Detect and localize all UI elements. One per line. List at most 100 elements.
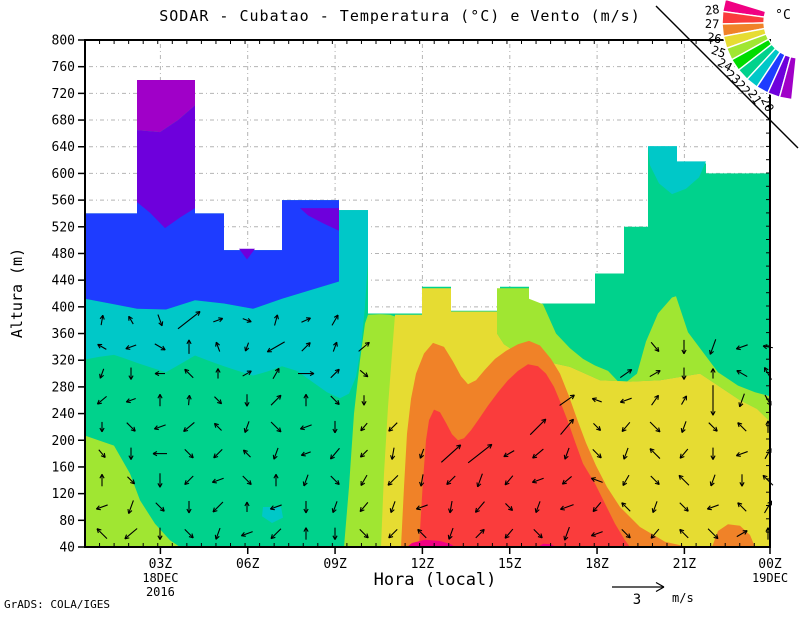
wind-arrow bbox=[213, 422, 222, 431]
y-tick-label: 440 bbox=[52, 274, 75, 289]
wind-arrow bbox=[709, 474, 716, 487]
wind-arrow bbox=[242, 370, 252, 377]
wind-arrow bbox=[95, 504, 108, 511]
wind-arrow bbox=[651, 501, 658, 514]
wind-arrow bbox=[621, 421, 631, 433]
field-region-cyan-spot-low bbox=[262, 507, 283, 523]
wind-arrow bbox=[361, 395, 367, 406]
wind-arrow bbox=[99, 314, 105, 326]
wind-arrow bbox=[529, 418, 547, 436]
wind-arrow bbox=[157, 314, 164, 327]
wind-arrow bbox=[99, 421, 105, 433]
wind-arrow bbox=[359, 529, 369, 539]
y-tick-label: 40 bbox=[59, 541, 75, 556]
wind-arrow bbox=[388, 422, 398, 432]
wind-arrow bbox=[707, 528, 719, 540]
reference-vector-value: 3 bbox=[633, 592, 641, 608]
wind-arrow bbox=[559, 394, 575, 406]
field-region-purple-column-top bbox=[137, 80, 195, 133]
wind-arrow bbox=[273, 474, 279, 487]
legend-tick-label: 20 bbox=[758, 95, 777, 114]
y-tick-label: 240 bbox=[52, 407, 75, 422]
y-tick-label: 720 bbox=[52, 87, 75, 102]
y-tick-label: 520 bbox=[52, 220, 75, 235]
wind-arrow bbox=[127, 476, 136, 485]
reference-vector-head bbox=[655, 586, 665, 593]
wind-arrow bbox=[735, 451, 748, 457]
wind-arrow bbox=[622, 447, 629, 460]
field-region-cyan-wedge-21z bbox=[648, 146, 706, 195]
y-tick-label: 560 bbox=[52, 194, 75, 209]
wind-arrow bbox=[505, 503, 514, 512]
wind-arrow bbox=[504, 528, 514, 539]
wind-arrow bbox=[417, 528, 427, 539]
plot-frame bbox=[84, 39, 771, 548]
wind-arrow bbox=[681, 395, 688, 405]
wind-arrow bbox=[359, 369, 369, 378]
wind-arrow bbox=[270, 394, 282, 406]
wind-arrow bbox=[710, 447, 716, 460]
wind-arrow bbox=[503, 450, 515, 458]
wind-arrow bbox=[447, 527, 454, 540]
wind-arrow bbox=[706, 504, 719, 511]
y-tick-label: 160 bbox=[52, 460, 75, 475]
wind-arrow bbox=[125, 398, 136, 404]
wind-arrow bbox=[299, 424, 312, 431]
wind-arrow bbox=[128, 367, 134, 380]
y-tick-label: 200 bbox=[52, 434, 75, 449]
wind-arrow bbox=[504, 475, 514, 486]
legend-tick-label: 25 bbox=[709, 43, 727, 61]
wind-arrow bbox=[213, 448, 223, 459]
x-tick-label: 21Z bbox=[673, 557, 697, 572]
y-tick-label: 680 bbox=[52, 114, 75, 129]
wind-arrow bbox=[96, 395, 107, 405]
wind-arrow bbox=[213, 317, 224, 323]
y-tick-label: 760 bbox=[52, 60, 75, 75]
wind-arrow bbox=[360, 474, 368, 486]
legend-tick-label: 24 bbox=[715, 55, 734, 74]
wind-arrow bbox=[331, 501, 338, 514]
wind-arrow bbox=[244, 394, 250, 407]
wind-arrow bbox=[330, 395, 340, 406]
wind-arrow bbox=[332, 341, 338, 352]
reference-vector-unit: m/s bbox=[672, 591, 694, 605]
wind-arrow bbox=[330, 475, 340, 486]
wind-arrow bbox=[332, 527, 338, 540]
wind-arrow bbox=[737, 422, 747, 432]
x-tick-sublabel: 19DEC bbox=[752, 571, 788, 585]
wind-arrow bbox=[212, 501, 224, 513]
wind-arrow bbox=[710, 368, 716, 379]
reference-vector bbox=[612, 581, 665, 593]
wind-arrow bbox=[303, 393, 309, 407]
wind-arrow bbox=[298, 370, 315, 377]
wind-arrow bbox=[560, 418, 574, 435]
wind-arrow bbox=[360, 422, 368, 432]
wind-arrow bbox=[531, 477, 544, 484]
wind-arrow bbox=[708, 422, 718, 432]
y-tick-label: 80 bbox=[59, 514, 75, 529]
wind-arrow bbox=[679, 502, 689, 512]
wind-arrow bbox=[359, 449, 368, 458]
wind-arrow bbox=[243, 421, 250, 433]
wind-arrow bbox=[272, 447, 279, 460]
wind-vectors bbox=[95, 311, 774, 541]
x-tick-label: 09Z bbox=[323, 557, 347, 572]
wind-arrow bbox=[735, 344, 748, 351]
x-tick-sublabel: 2016 bbox=[146, 585, 175, 599]
wind-arrow bbox=[736, 530, 748, 538]
wind-arrow bbox=[621, 529, 631, 539]
wind-arrow bbox=[98, 449, 106, 458]
y-tick-label: 360 bbox=[52, 327, 75, 342]
wind-arrow bbox=[331, 314, 339, 326]
wind-arrow bbox=[154, 343, 166, 351]
wind-arrow bbox=[240, 531, 253, 537]
wind-arrow bbox=[533, 529, 543, 539]
wind-arrow bbox=[270, 421, 282, 433]
wind-arrow bbox=[419, 474, 425, 487]
wind-arrow bbox=[273, 314, 279, 326]
wind-arrow bbox=[303, 527, 309, 540]
wind-arrow bbox=[651, 394, 659, 406]
x-tick-label: 06Z bbox=[236, 557, 260, 572]
wind-arrow bbox=[127, 500, 134, 514]
